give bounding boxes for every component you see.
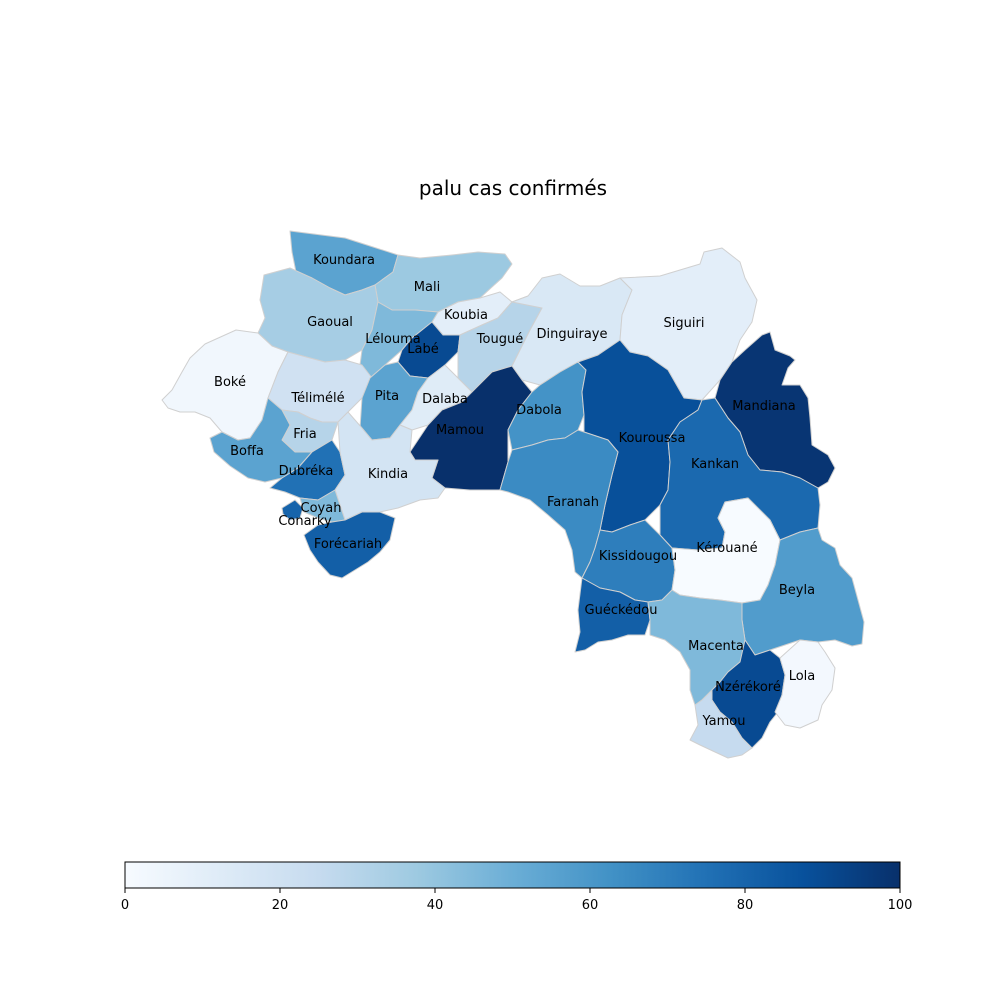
region-conarky bbox=[281, 499, 304, 521]
region-label-lelouma: Lélouma bbox=[365, 332, 420, 347]
region-label-kankan: Kankan bbox=[691, 457, 739, 472]
region-label-macenta: Macenta bbox=[688, 639, 744, 654]
colorbar-tick-label: 0 bbox=[121, 898, 129, 913]
region-label-dabola: Dabola bbox=[516, 403, 562, 418]
colorbar-gradient bbox=[124, 861, 901, 889]
region-label-mandiana: Mandiana bbox=[732, 399, 795, 414]
region-label-yamou: Yamou bbox=[702, 714, 746, 729]
region-label-pita: Pita bbox=[375, 389, 399, 404]
region-label-kerouane: Kérouané bbox=[696, 541, 757, 556]
region-label-fria: Fria bbox=[293, 427, 316, 442]
region-faranah bbox=[499, 429, 619, 579]
region-label-siguiri: Siguiri bbox=[664, 316, 705, 331]
region-label-kissidougou: Kissidougou bbox=[599, 549, 677, 564]
region-label-kindia: Kindia bbox=[368, 467, 408, 482]
region-label-telimele: Télimélé bbox=[290, 391, 344, 406]
colorbar: 0 20 40 60 80 100 bbox=[121, 861, 913, 913]
region-label-gaoual: Gaoual bbox=[307, 315, 353, 330]
colorbar-tick-label: 20 bbox=[272, 898, 289, 913]
region-label-mali: Mali bbox=[414, 280, 440, 295]
region-forecariah bbox=[303, 511, 396, 579]
colorbar-tick-label: 40 bbox=[427, 898, 444, 913]
region-label-faranah: Faranah bbox=[547, 495, 599, 510]
region-label-mamou: Mamou bbox=[436, 423, 484, 438]
region-label-gueckedou: Guéckédou bbox=[585, 603, 658, 618]
region-label-conarky: Conarky bbox=[278, 514, 332, 529]
region-lola bbox=[774, 639, 836, 729]
region-label-tougue: Tougué bbox=[476, 332, 523, 347]
region-label-forecariah: Forécariah bbox=[314, 537, 382, 552]
region-label-lola: Lola bbox=[789, 669, 816, 684]
region-label-boke: Boké bbox=[214, 375, 246, 390]
map-title: palu cas confirmés bbox=[419, 176, 607, 200]
region-yamou bbox=[689, 689, 753, 759]
region-label-boffa: Boffa bbox=[230, 444, 264, 459]
region-label-dinguiraye: Dinguiraye bbox=[537, 327, 608, 342]
regions-layer bbox=[161, 230, 865, 759]
colorbar-ticks: 0 20 40 60 80 100 bbox=[121, 888, 913, 913]
region-label-dalaba: Dalaba bbox=[422, 392, 468, 407]
region-label-beyla: Beyla bbox=[779, 583, 815, 598]
region-gueckedou bbox=[574, 577, 651, 653]
region-label-coyah: Coyah bbox=[301, 501, 342, 516]
region-label-kouroussa: Kouroussa bbox=[619, 431, 686, 446]
region-label-koundara: Koundara bbox=[313, 253, 375, 268]
region-label-nzerekore: Nzérékoré bbox=[715, 680, 781, 695]
region-boffa bbox=[209, 397, 313, 483]
colorbar-tick-label: 60 bbox=[582, 898, 599, 913]
region-label-koubia: Koubia bbox=[444, 308, 488, 323]
region-label-labe: Labé bbox=[407, 342, 438, 357]
colorbar-tick-label: 100 bbox=[888, 898, 913, 913]
colorbar-tick-label: 80 bbox=[737, 898, 754, 913]
region-beyla bbox=[741, 527, 865, 656]
region-label-dubreka: Dubréka bbox=[279, 464, 334, 479]
